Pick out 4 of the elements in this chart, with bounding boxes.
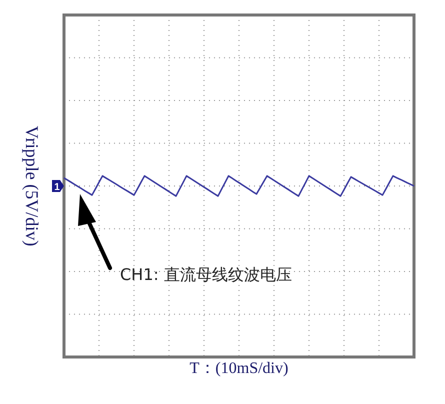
text: T：(10mS/div) [190, 360, 288, 377]
y-axis-title: Vripple (5V/div) [22, 126, 42, 246]
text: CH1: 直流母线纹波电压 [120, 265, 292, 284]
text: 1 [54, 182, 60, 193]
